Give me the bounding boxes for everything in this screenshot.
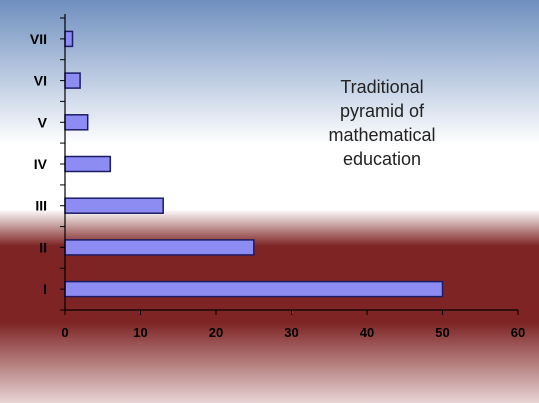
bar-II (64, 239, 255, 256)
annotation-line: pyramid of (340, 101, 425, 121)
y-tick-label: VII (30, 31, 47, 47)
x-tick-label: 20 (209, 325, 223, 340)
bar-VI (64, 72, 81, 89)
y-tick-label: VI (34, 73, 47, 89)
x-tick-label: 60 (511, 325, 525, 340)
y-tick-label: IV (34, 156, 48, 172)
bar-IV (64, 155, 112, 173)
x-tick-label: 50 (435, 325, 449, 340)
x-tick-label: 10 (133, 325, 147, 340)
bar-VII (64, 30, 74, 48)
x-tick-label: 40 (360, 325, 374, 340)
y-tick-label: III (35, 198, 47, 214)
y-tick-label: I (43, 281, 47, 297)
x-tick-label: 30 (284, 325, 298, 340)
y-tick-label: II (39, 239, 47, 255)
annotation-line: mathematical (328, 125, 435, 145)
bar-III (64, 197, 164, 214)
annotation-line: Traditional (340, 77, 423, 97)
y-tick-label: V (38, 114, 48, 130)
x-tick-label: 0 (61, 325, 68, 340)
annotation-line: education (343, 149, 421, 169)
bars (64, 30, 444, 298)
bar-I (64, 280, 444, 298)
annotation: Traditional pyramid of mathematical educati… (328, 77, 435, 169)
bar-V (64, 114, 89, 131)
